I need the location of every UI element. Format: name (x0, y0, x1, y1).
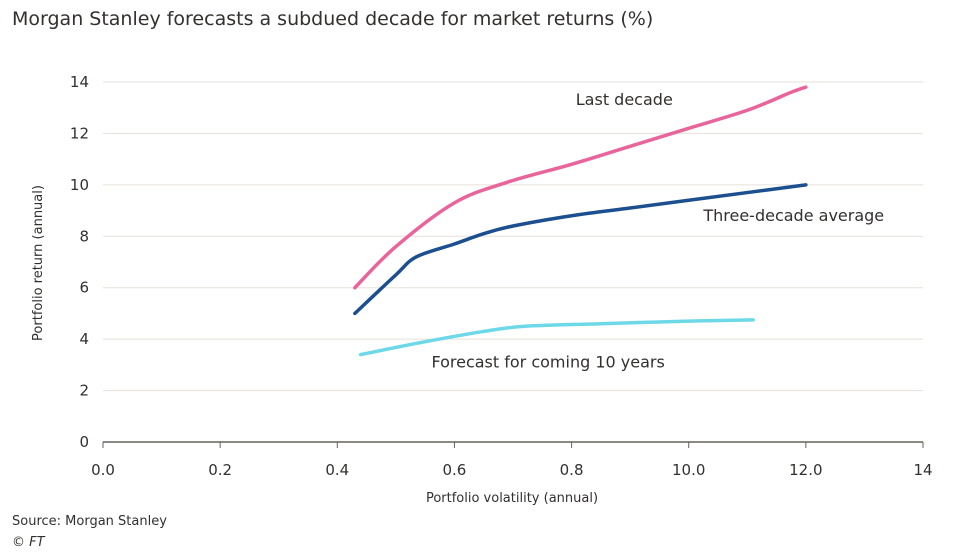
series-label: Forecast for coming 10 years (431, 352, 664, 371)
series-label: Three-decade average (702, 206, 884, 225)
x-tick-label: 0.8 (560, 461, 584, 479)
x-tick-labels: 0.0 0.2 0.4 0.6 0.8 10.0 12.0 14 (91, 442, 933, 479)
y-axis-label: Portfolio return (annual) (31, 185, 46, 341)
series-line-three-decade-average (353, 183, 808, 316)
x-tick-label: 0.2 (208, 461, 232, 479)
y-tick-label: 12 (70, 124, 89, 142)
chart-title: Morgan Stanley forecasts a subdued decad… (12, 8, 654, 30)
y-tick-label: 2 (79, 382, 89, 400)
x-tick-label: 14 (913, 461, 932, 479)
series-label: Last decade (576, 90, 673, 109)
x-tick-label: 10.0 (672, 461, 705, 479)
y-tick-label: 4 (79, 330, 89, 348)
y-tick-label: 6 (79, 279, 89, 297)
y-tick-label: 0 (79, 433, 89, 451)
y-tick-label: 14 (70, 73, 89, 91)
gridlines (103, 81, 923, 443)
x-axis-label: Portfolio volatility (annual) (426, 491, 598, 506)
series-line-forecast-for-coming-10-years (358, 318, 755, 357)
source-note: Source: Morgan Stanley (12, 514, 167, 529)
copyright-note: © FT (12, 535, 45, 550)
x-tick-label: 0.0 (91, 461, 115, 479)
series-annotations: Last decade Three-decade average Forecast … (431, 90, 884, 371)
x-tick-label: 0.4 (325, 461, 349, 479)
series-line-last-decade (353, 85, 808, 290)
y-tick-label: 8 (79, 227, 89, 245)
y-tick-labels: 0 2 4 6 8 10 12 14 (70, 73, 89, 451)
x-tick-label: 12.0 (789, 461, 822, 479)
x-tick-label: 0.6 (442, 461, 466, 479)
series-lines (353, 85, 808, 357)
y-tick-label: 10 (70, 176, 89, 194)
